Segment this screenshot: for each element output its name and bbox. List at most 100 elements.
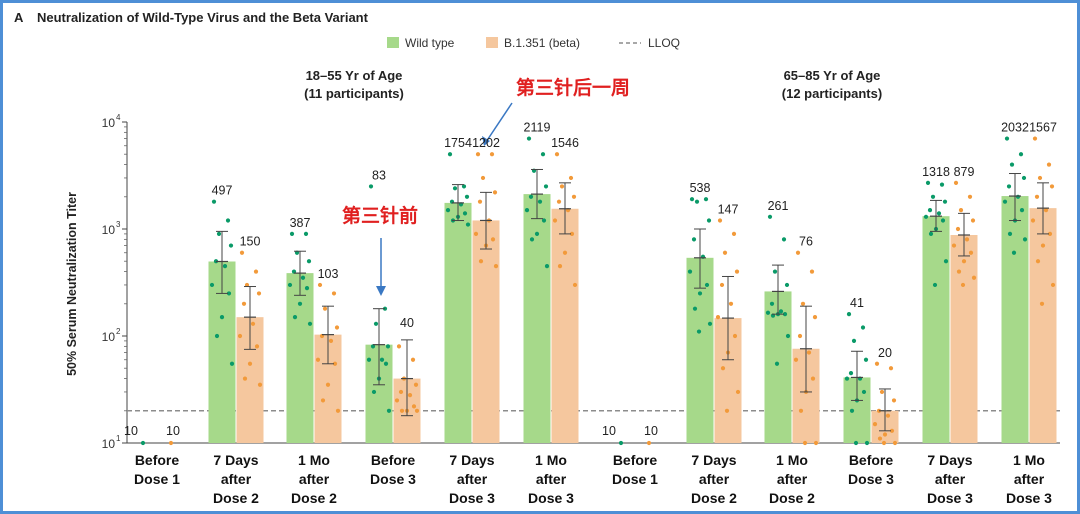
g2-c6-category-label: after — [1014, 471, 1045, 487]
g1-c6-wild-type-point — [544, 264, 550, 269]
g2-c1-wild-type-value-label: 10 — [602, 424, 616, 438]
g2-c5-beta-point — [970, 218, 976, 223]
g1-c5-wild-type-point — [445, 208, 451, 213]
g2-c5-wild-type-point — [943, 259, 949, 264]
g2-c6-wild-type-point — [1002, 199, 1008, 204]
g2-c4-beta-point — [874, 361, 880, 366]
g1-c4-wild-type-point — [370, 344, 376, 349]
g1-c5-category-label: Dose 3 — [449, 490, 495, 506]
g2-c2-beta-point — [719, 282, 725, 288]
g2-c6-wild-type-point — [1019, 208, 1025, 213]
y-tick-label: 10 — [102, 330, 116, 344]
g1-c4-wild-type-value-label: 83 — [372, 168, 386, 182]
g2-c4-wild-type-point — [851, 338, 857, 343]
g2-c4-beta-point — [889, 428, 895, 433]
g2-c5-wild-type-point — [936, 211, 942, 216]
g1-c2-category-label: 7 Days — [213, 452, 258, 468]
g2-c4-wild-type-point — [849, 408, 855, 413]
g2-c3-wild-type-point — [781, 237, 787, 242]
g1-c2-beta-point — [242, 376, 248, 381]
g1-c5-wild-type-point — [464, 194, 470, 199]
g2-c3-wild-type-value-label: 261 — [768, 199, 789, 213]
g2-c4-beta-point — [892, 440, 898, 446]
g2-c2-beta-point — [728, 301, 734, 306]
g2-c2-wild-type-point — [706, 218, 712, 223]
g1-c2-beta-point — [239, 250, 245, 255]
g1-c3-wild-type-point — [304, 286, 310, 291]
g2-c6-wild-type-bar — [1001, 196, 1029, 443]
g2-c3-category-label: after — [777, 471, 808, 487]
g1-c5-beta-point — [478, 259, 484, 264]
g2-c6-beta-point — [1049, 184, 1055, 189]
g1-c5-beta-point — [480, 175, 486, 181]
g1-c3-wild-type-point — [287, 282, 293, 288]
g1-c6-category-label: 1 Mo — [535, 452, 567, 468]
y-tick-exponent: 3 — [116, 220, 121, 229]
y-tick-label: 10 — [102, 116, 116, 130]
g1-c3-wild-type-point — [289, 231, 295, 236]
legend-beta-swatch — [486, 37, 498, 48]
g2-c6-beta-point — [1039, 301, 1045, 306]
g1-c2-beta-point — [247, 361, 253, 366]
g1-c4-beta-point — [413, 382, 419, 387]
g1-c4-wild-type-point — [386, 408, 392, 413]
g2-c3-beta-point — [810, 376, 816, 381]
g2-c5-beta-bar — [950, 234, 978, 443]
g1-c4-wild-type-point — [371, 389, 377, 395]
g2-c3-wild-type-point — [774, 361, 780, 366]
g1-c4-wild-type-point — [373, 321, 379, 326]
g2-c3-wild-type-point — [772, 269, 778, 274]
g2-c5-wild-type-point — [925, 180, 931, 185]
g1-c5-wild-type-point — [447, 152, 453, 157]
g1-c3-beta-point — [325, 382, 331, 387]
g1-c5-beta-point — [493, 264, 499, 269]
group2-title-line2: (12 participants) — [782, 86, 882, 101]
g2-c4-wild-type-point — [861, 389, 867, 395]
g2-c3-beta-point — [798, 408, 804, 413]
g2-c6-beta-point — [1035, 259, 1041, 264]
g1-c6-beta-point — [572, 282, 578, 288]
g2-c4-beta-point — [872, 422, 878, 427]
g2-c6-category-label: Dose 3 — [1006, 490, 1052, 506]
g1-c5-beta-point — [473, 231, 479, 236]
g1-c3-beta-value-label: 103 — [318, 267, 339, 281]
g1-c3-wild-type-point — [306, 259, 312, 264]
g2-c4-beta-point — [888, 366, 894, 371]
g1-c6-wild-type-point — [540, 152, 546, 157]
g1-c6-wild-type-point — [524, 208, 530, 213]
g1-c6-beta-point — [568, 175, 574, 181]
annotation-arrow-1 — [485, 102, 513, 143]
g2-c2-wild-type-point — [694, 199, 700, 204]
g2-c6-wild-type-point — [1007, 231, 1013, 236]
g1-c5-wild-type-point — [461, 184, 467, 189]
g2-c3-beta-point — [813, 440, 819, 446]
g1-c2-beta-point — [241, 301, 247, 306]
g2-c2-wild-type-point — [696, 329, 702, 334]
y-tick-label: 10 — [102, 223, 116, 237]
y-tick-label: 10 — [102, 437, 116, 451]
g2-c5-beta-point — [951, 243, 957, 248]
g2-c6-wild-type-point — [1011, 250, 1017, 255]
g2-c5-beta-point — [958, 208, 964, 213]
annotation-arrow-2-head — [376, 286, 386, 296]
g1-c3-wild-type-point — [292, 315, 298, 320]
g2-c3-wild-type-point — [765, 310, 771, 315]
g1-c3-category-label: after — [299, 471, 330, 487]
g1-c3-beta-point — [335, 408, 341, 413]
y-tick-exponent: 2 — [116, 327, 121, 336]
g2-c4-beta-point — [879, 389, 885, 395]
g1-c5-beta-value-label: 1202 — [472, 136, 500, 150]
annotation-week-after-third-dose: 第三针后一周 — [516, 76, 630, 99]
g2-c4-category-label: Dose 3 — [848, 471, 894, 487]
g1-c2-category-label: Dose 2 — [213, 490, 259, 506]
g1-c6-wild-type-point — [537, 199, 543, 204]
annotation-before-third-dose: 第三针前 — [342, 204, 418, 227]
g1-c6-wild-type-point — [541, 218, 547, 223]
g2-c4-wild-type-point — [844, 376, 850, 381]
g2-c4-beta-point — [891, 398, 897, 403]
g2-c5-beta-point — [960, 282, 966, 288]
g2-c5-wild-type-point — [928, 231, 934, 236]
g2-c2-wild-type-point — [703, 197, 709, 202]
